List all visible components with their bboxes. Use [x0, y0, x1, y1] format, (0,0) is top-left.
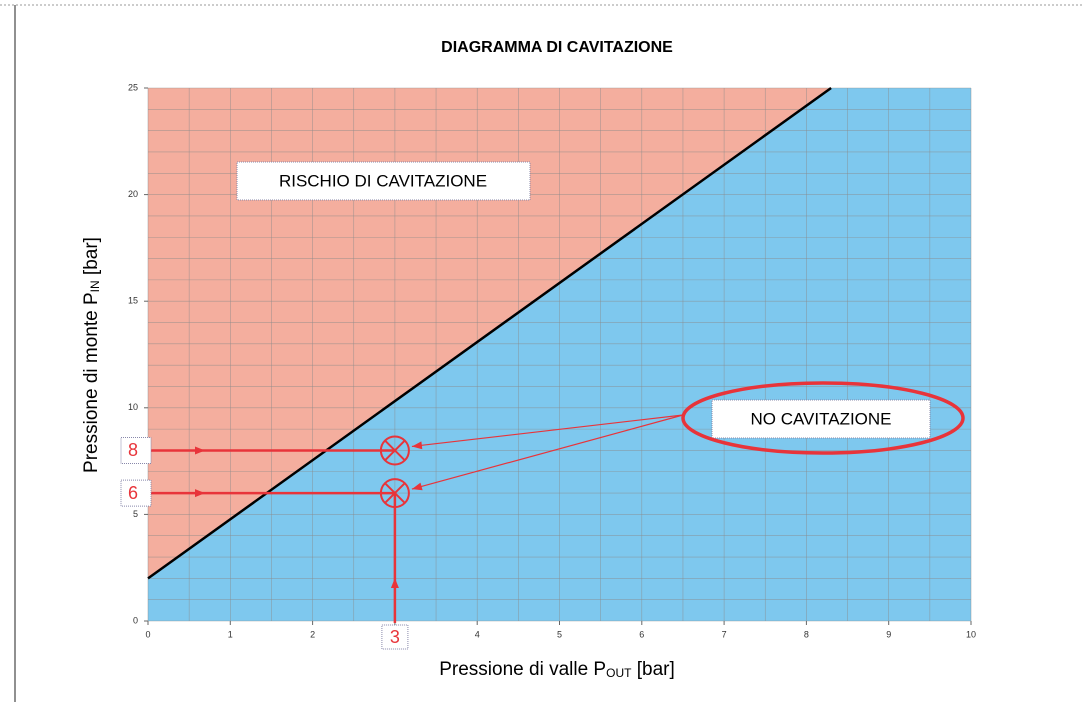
y-tick-label: 15	[128, 296, 138, 306]
marker-label-box	[381, 624, 409, 650]
y-tick-label: 20	[128, 189, 138, 199]
marker-cross	[384, 439, 406, 462]
marker	[379, 478, 410, 509]
x-tick-label: 8	[804, 629, 809, 639]
highlight-ellipse	[681, 381, 965, 455]
x-label-text: Pressione di valle P	[439, 659, 606, 680]
y-tick-label: 0	[133, 615, 138, 625]
y-label-unit: [bar]	[81, 237, 102, 280]
x-tick-label: 10	[966, 629, 976, 639]
x-tick-label: 2	[310, 629, 315, 639]
x-tick-label: 7	[722, 629, 727, 639]
x-tick-label: 1	[228, 629, 233, 639]
boundary-line	[147, 86, 832, 580]
marker-label-box	[120, 479, 152, 507]
marker-label-box	[120, 436, 152, 464]
y-label-text: Pressione di monte P	[81, 292, 102, 473]
marker-x-label: 3	[390, 627, 400, 647]
x-tick-label: 6	[639, 629, 644, 639]
guide-arrow	[195, 446, 205, 455]
y-tick-label: 10	[128, 402, 138, 412]
marker-y-label: 6	[128, 483, 138, 503]
x-tick-label: 5	[557, 629, 562, 639]
x-tick-label: 4	[475, 629, 480, 639]
y-axis-label: Pressione di monte PIN [bar]	[81, 237, 102, 473]
x-label-unit: [bar]	[631, 659, 674, 680]
marker-y-label: 8	[128, 440, 138, 460]
x-axis-label: Pressione di valle POUT [bar]	[439, 659, 675, 680]
pointer-line	[411, 414, 684, 490]
x-tick-label: 0	[145, 629, 150, 639]
marker	[379, 435, 410, 466]
pointer-arrow	[411, 441, 423, 450]
region-label: RISCHIO DI CAVITAZIONE	[279, 171, 487, 190]
guide-arrow	[195, 489, 205, 498]
x-tick-label: 9	[886, 629, 891, 639]
region-label: NO CAVITAZIONE	[750, 409, 891, 428]
y-label-sub: IN	[88, 280, 102, 292]
pointer-arrow	[411, 482, 423, 491]
pointer-line	[411, 414, 684, 448]
x-label-sub: OUT	[606, 666, 632, 680]
chart-title: DIAGRAMMA DI CAVITAZIONE	[441, 39, 673, 56]
y-tick-label: 5	[133, 509, 138, 519]
marker-cross	[384, 482, 406, 504]
y-tick-label: 25	[128, 82, 138, 92]
region-label-box	[711, 399, 931, 439]
region-label-box	[236, 161, 531, 201]
guide-arrow	[390, 578, 399, 588]
